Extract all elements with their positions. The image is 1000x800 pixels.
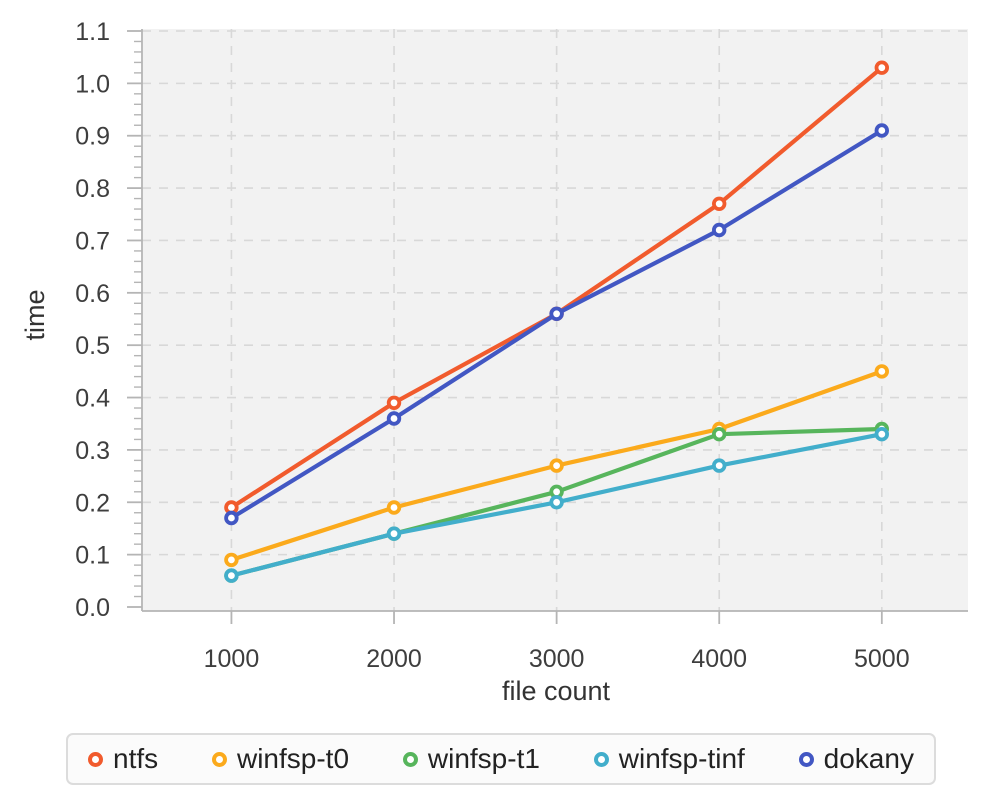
x-tick-label: 3000	[529, 645, 585, 673]
legend-item-winfsp-t0[interactable]: winfsp-t0	[211, 743, 350, 774]
data-point-dokany-2000[interactable]	[386, 411, 402, 426]
y-tick-label: 0.6	[75, 280, 110, 308]
data-point-dokany-1000[interactable]	[224, 510, 239, 526]
legend-ring-icon-winfsp-t0	[211, 751, 227, 767]
data-point-winfsp-t0-5000[interactable]	[874, 364, 890, 379]
y-tick-label: 0.2	[75, 489, 110, 517]
data-point-dokany-3000[interactable]	[549, 306, 564, 322]
y-tick-label: 0.5	[75, 332, 110, 360]
data-point-winfsp-tinf-4000[interactable]	[712, 458, 727, 473]
legend-item-label: winfsp-t0	[236, 743, 350, 774]
data-point-winfsp-t0-1000[interactable]	[224, 552, 239, 568]
data-point-ntfs-2000[interactable]	[386, 395, 402, 411]
legend-item-dokany[interactable]: dokany	[798, 743, 914, 774]
y-tick-label: 1.0	[75, 70, 110, 98]
legend-item-winfsp-t1[interactable]: winfsp-t1	[402, 743, 540, 774]
legend-item-label: dokany	[823, 743, 914, 774]
y-tick-label: 0.8	[75, 175, 110, 203]
y-tick-label: 0.1	[75, 542, 110, 570]
data-point-winfsp-tinf-1000[interactable]	[224, 568, 239, 583]
legend-item-label: winfsp-tinf	[618, 743, 745, 774]
y-tick-label: 0.7	[75, 227, 110, 255]
legend-item-winfsp-tinf[interactable]: winfsp-tinf	[593, 743, 745, 774]
x-tick-label: 1000	[204, 645, 260, 673]
data-point-winfsp-tinf-5000[interactable]	[874, 427, 890, 442]
legend-ring-icon-winfsp-t1	[402, 751, 418, 767]
data-point-ntfs-5000[interactable]	[874, 60, 890, 75]
legend-item-label: winfsp-t1	[427, 743, 540, 774]
legend-item-label: ntfs	[113, 743, 159, 774]
legend-ring-icon-ntfs	[88, 751, 103, 767]
legend: ntfs winfsp-t0 winfsp-t1 winfsp-tinf dokany	[66, 733, 936, 785]
x-tick-label: 4000	[691, 645, 747, 673]
data-point-dokany-5000[interactable]	[874, 123, 890, 138]
x-axis-title: file count	[502, 676, 611, 706]
x-tick-label: 2000	[366, 645, 422, 673]
y-tick-label: 0.3	[75, 437, 110, 465]
chart-canvas[interactable]: 0.0 0.1 0.2 0.3 0.4 0.5 0.6 0.7 0.8 0.9 1.0 1.1 1000…	[0, 0, 1000, 715]
y-axis-title: time	[20, 289, 50, 340]
data-point-ntfs-4000[interactable]	[712, 196, 727, 212]
y-tick-label: 1.1	[75, 18, 110, 46]
y-tick-label: 0.9	[75, 123, 110, 151]
x-tick-label: 5000	[854, 645, 910, 673]
data-point-winfsp-tinf-2000[interactable]	[386, 526, 402, 541]
legend-item-ntfs[interactable]: ntfs	[88, 745, 158, 773]
data-point-winfsp-t0-2000[interactable]	[386, 500, 402, 515]
data-point-winfsp-t0-3000[interactable]	[549, 458, 564, 473]
legend-ring-icon-dokany	[798, 751, 814, 767]
legend-ring-icon-winfsp-tinf	[593, 751, 609, 767]
y-tick-label: 0.4	[75, 385, 110, 413]
data-point-winfsp-tinf-3000[interactable]	[549, 495, 564, 510]
y-tick-label: 0.0	[75, 594, 110, 622]
data-point-winfsp-t1-4000[interactable]	[712, 427, 727, 442]
data-point-dokany-4000[interactable]	[712, 222, 727, 238]
